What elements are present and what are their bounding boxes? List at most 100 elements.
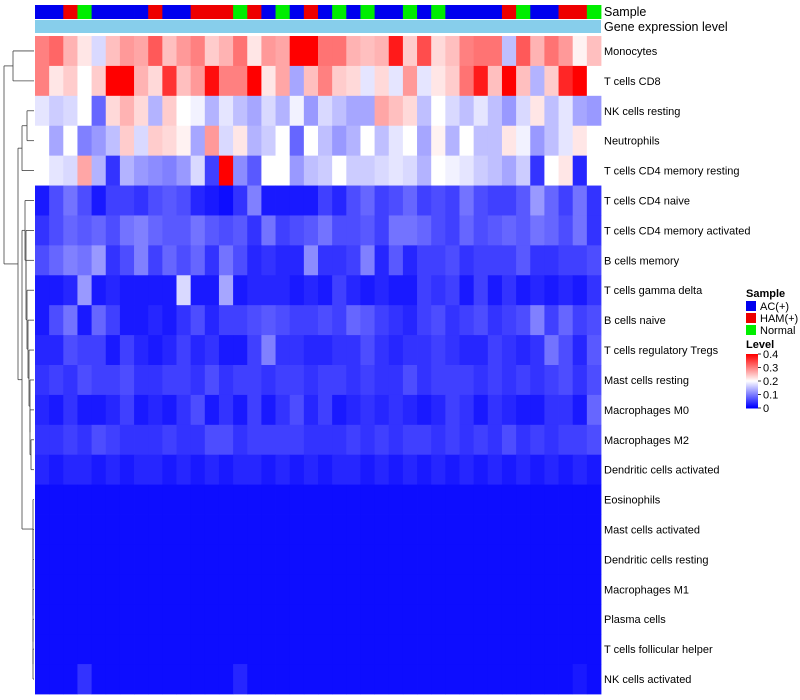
- heatmap-cell: [119, 185, 135, 216]
- heatmap-cell: [332, 574, 347, 605]
- legend-level-gradient-step: [746, 366, 758, 368]
- heatmap-cell: [346, 155, 361, 186]
- legend-level-gradient-step: [746, 385, 758, 387]
- heatmap-cell: [289, 394, 305, 426]
- heatmap-cell: [544, 305, 559, 336]
- heatmap-cell: [176, 394, 192, 426]
- legend-level-tick-label: 0.2: [763, 376, 778, 388]
- heatmap-cell: [35, 305, 50, 336]
- heatmap-cell: [204, 305, 220, 336]
- legend-level-gradient-step: [746, 406, 758, 408]
- heatmap-cell: [586, 394, 602, 426]
- heatmap-cell: [445, 185, 460, 216]
- heatmap-cell: [572, 65, 588, 97]
- heatmap-cell: [134, 245, 149, 276]
- heatmap-cell: [572, 95, 588, 127]
- heatmap-cell: [119, 574, 135, 605]
- heatmap-cell: [487, 394, 503, 426]
- heatmap-cell: [261, 454, 276, 486]
- heatmap-cell: [204, 574, 220, 605]
- heatmap-cell: [233, 544, 248, 575]
- heatmap-cell: [544, 514, 559, 545]
- heatmap-cell: [431, 664, 446, 695]
- heatmap-cell: [417, 95, 432, 127]
- heatmap-cell: [445, 634, 460, 665]
- heatmap-cell: [218, 36, 234, 67]
- heatmap-cell: [190, 604, 206, 635]
- heatmap-cell: [275, 335, 291, 366]
- heatmap-cell: [332, 215, 347, 246]
- heatmap-cell: [35, 36, 50, 67]
- heatmap-cell: [247, 484, 262, 515]
- heatmap-cell: [318, 95, 333, 127]
- heatmap-cell: [176, 484, 192, 515]
- heatmap-cell: [374, 454, 390, 486]
- heatmap-cell: [402, 604, 418, 635]
- heatmap-cell: [63, 365, 78, 396]
- legend-level-gradient-step: [746, 388, 758, 390]
- heatmap-cell: [459, 335, 475, 366]
- heatmap-cell: [204, 215, 220, 246]
- legend-level-gradient-step: [746, 387, 758, 389]
- heatmap-cell: [431, 275, 446, 306]
- heatmap-cell: [119, 305, 135, 336]
- heatmap-cell: [233, 424, 248, 456]
- heatmap-cell: [431, 215, 446, 246]
- heatmap-cell: [388, 394, 404, 426]
- heatmap-cell: [332, 65, 347, 97]
- heatmap-cell: [49, 394, 64, 426]
- heatmap-cell: [402, 664, 418, 695]
- heatmap-cell: [544, 394, 559, 426]
- heatmap-cell: [572, 394, 588, 426]
- heatmap-cell: [275, 574, 291, 605]
- heatmap-cell: [289, 634, 305, 665]
- heatmap-cell: [374, 245, 390, 276]
- heatmap-cell: [148, 335, 163, 366]
- heatmap-cell: [204, 365, 220, 396]
- heatmap-cell: [530, 275, 545, 306]
- heatmap-cell: [473, 275, 489, 306]
- legend-level-gradient-step: [746, 390, 758, 392]
- heatmap-cell: [544, 95, 559, 127]
- heatmap-cell: [473, 245, 489, 276]
- heatmap-cell: [501, 155, 517, 186]
- heatmap-cell: [190, 275, 206, 306]
- heatmap-cell: [431, 335, 446, 366]
- row-label: Mast cells resting: [604, 375, 689, 387]
- heatmap-cell: [346, 365, 361, 396]
- gene-expression-level-track: [35, 20, 601, 33]
- heatmap-cell: [77, 574, 92, 605]
- heatmap-cell: [445, 335, 460, 366]
- legend-level-gradient-step: [746, 367, 758, 369]
- heatmap-cell: [544, 275, 559, 306]
- heatmap-cell: [572, 424, 588, 456]
- heatmap-cell: [162, 664, 177, 695]
- legend-level-tick-label: 0.4: [763, 349, 778, 361]
- heatmap-cell: [247, 544, 262, 575]
- heatmap-cell: [91, 365, 107, 396]
- heatmap-cell: [431, 634, 446, 665]
- heatmap-cell: [233, 664, 248, 695]
- heatmap-cell: [247, 634, 262, 665]
- heatmap-cell: [318, 125, 333, 157]
- heatmap-cell: [91, 514, 107, 545]
- legend-sample-swatch: [746, 313, 756, 323]
- heatmap-cell: [558, 335, 574, 366]
- heatmap-cell: [318, 664, 333, 695]
- heatmap-cell: [176, 514, 192, 545]
- heatmap-cell: [204, 454, 220, 486]
- legend-level-gradient-step: [746, 405, 758, 407]
- heatmap-cell: [275, 275, 291, 306]
- legend: Sample AC(+)HAM(+)Normal Level 0.4 0.30.2…: [746, 288, 798, 415]
- heatmap-cell: [346, 335, 361, 366]
- heatmap-cell: [402, 335, 418, 366]
- heatmap-cell: [572, 245, 588, 276]
- legend-sample-entries: AC(+)HAM(+)Normal: [746, 301, 798, 337]
- heatmap-cell: [105, 664, 121, 695]
- heatmap-cell: [318, 544, 333, 575]
- heatmap-cell: [77, 664, 92, 695]
- heatmap-cell: [261, 664, 276, 695]
- heatmap-cell: [332, 484, 347, 515]
- heatmap-cell: [558, 394, 574, 426]
- heatmap-cell: [176, 604, 192, 635]
